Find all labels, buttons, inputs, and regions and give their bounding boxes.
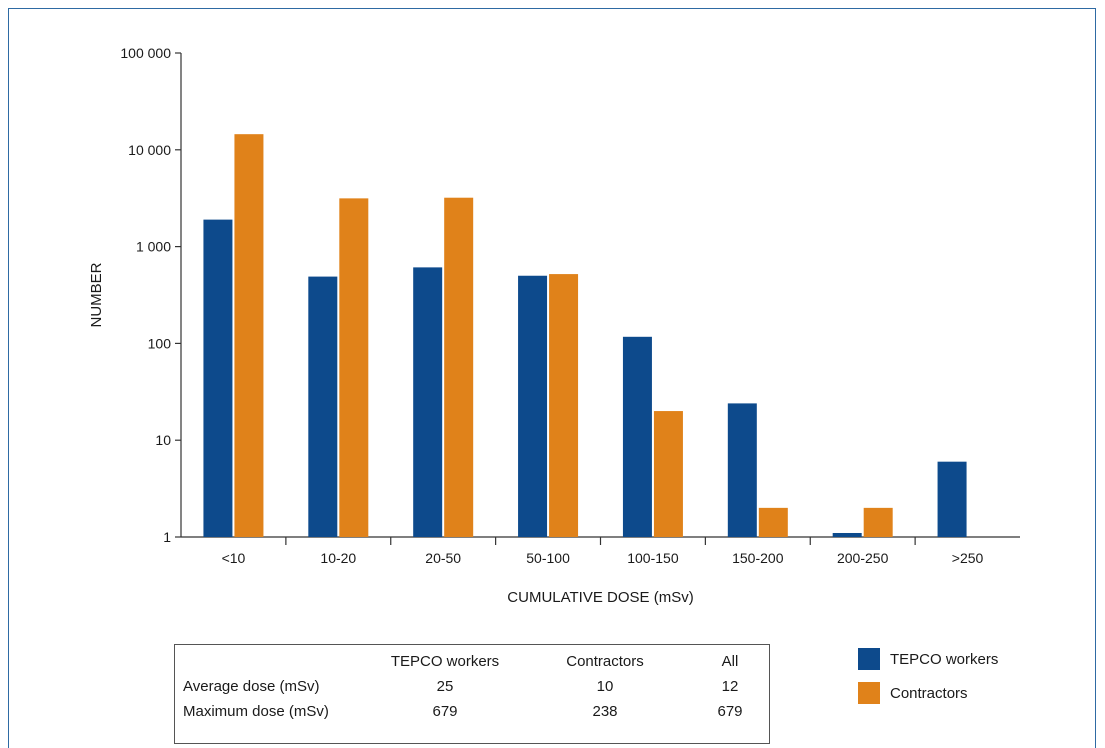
y-tick-label: 1 000 xyxy=(136,239,171,255)
summary-cell: 679 xyxy=(717,703,743,720)
x-tick-label: 200-250 xyxy=(837,550,889,566)
summary-header-tepco: TEPCO workers xyxy=(390,653,500,670)
y-tick-label: 1 xyxy=(163,529,171,545)
summary-header-all: All xyxy=(721,653,739,670)
bar-tepco-workers xyxy=(832,532,862,537)
bar-contractors xyxy=(234,134,264,538)
bar-contractors xyxy=(339,198,369,538)
summary-row-label: Maximum dose (mSv) xyxy=(183,703,329,720)
summary-header-row: TEPCO workers Contractors All xyxy=(175,649,765,674)
legend-item-contractors: Contractors xyxy=(858,676,998,710)
legend-label-contractors: Contractors xyxy=(890,684,968,702)
legend-label-tepco: TEPCO workers xyxy=(890,650,999,668)
bar-contractors xyxy=(863,507,893,537)
x-tick-label: <10 xyxy=(222,550,246,566)
legend-item-tepco: TEPCO workers xyxy=(858,642,998,676)
bar-chart: 1 10 100 1 000 10 000 100 000 <10 10-20 20-50 50-… xyxy=(88,45,1020,606)
summary-row-label: Average dose (mSv) xyxy=(183,678,320,695)
x-tick-label: 20-50 xyxy=(425,550,461,566)
summary-header-blank xyxy=(175,649,375,674)
x-tick-label: >250 xyxy=(952,550,984,566)
summary-row-average: Average dose (mSv) 25 10 12 xyxy=(175,674,765,699)
bar-tepco-workers xyxy=(413,267,443,537)
y-tick-label: 10 000 xyxy=(128,142,171,158)
bar-tepco-workers xyxy=(622,336,652,537)
x-tick-label: 10-20 xyxy=(320,550,356,566)
x-tick-label: 150-200 xyxy=(732,550,784,566)
legend-swatch-tepco xyxy=(858,648,880,670)
summary-header-contractors: Contractors xyxy=(566,653,644,670)
bar-tepco-workers xyxy=(937,461,967,537)
bar-tepco-workers xyxy=(308,276,338,537)
x-axis-title: CUMULATIVE DOSE (mSv) xyxy=(507,589,693,606)
summary-cell: 12 xyxy=(721,678,739,695)
bar-contractors xyxy=(549,274,579,537)
bar-tepco-workers xyxy=(203,219,233,538)
x-tick-label: 100-150 xyxy=(627,550,679,566)
chart-legend: TEPCO workers Contractors xyxy=(858,642,998,710)
dose-summary-table: TEPCO workers Contractors All Average do… xyxy=(174,644,770,744)
y-tick-label: 10 xyxy=(155,432,171,448)
bar-tepco-workers xyxy=(518,275,548,537)
x-tick-label: 50-100 xyxy=(526,550,570,566)
figure-frame xyxy=(8,8,1096,748)
summary-row-maximum: Maximum dose (mSv) 679 238 679 xyxy=(175,699,765,724)
summary-cell: 238 xyxy=(592,703,618,720)
y-axis-title: NUMBER xyxy=(88,262,105,327)
bar-contractors xyxy=(444,197,474,537)
y-tick-label: 100 xyxy=(148,335,172,351)
legend-swatch-contractors xyxy=(858,682,880,704)
y-tick-label: 100 000 xyxy=(120,45,171,61)
summary-cell: 10 xyxy=(596,678,614,695)
summary-cell: 25 xyxy=(436,678,454,695)
bar-contractors xyxy=(653,411,683,537)
bar-tepco-workers xyxy=(727,403,757,537)
summary-cell: 679 xyxy=(432,703,458,720)
bar-contractors xyxy=(758,507,788,537)
